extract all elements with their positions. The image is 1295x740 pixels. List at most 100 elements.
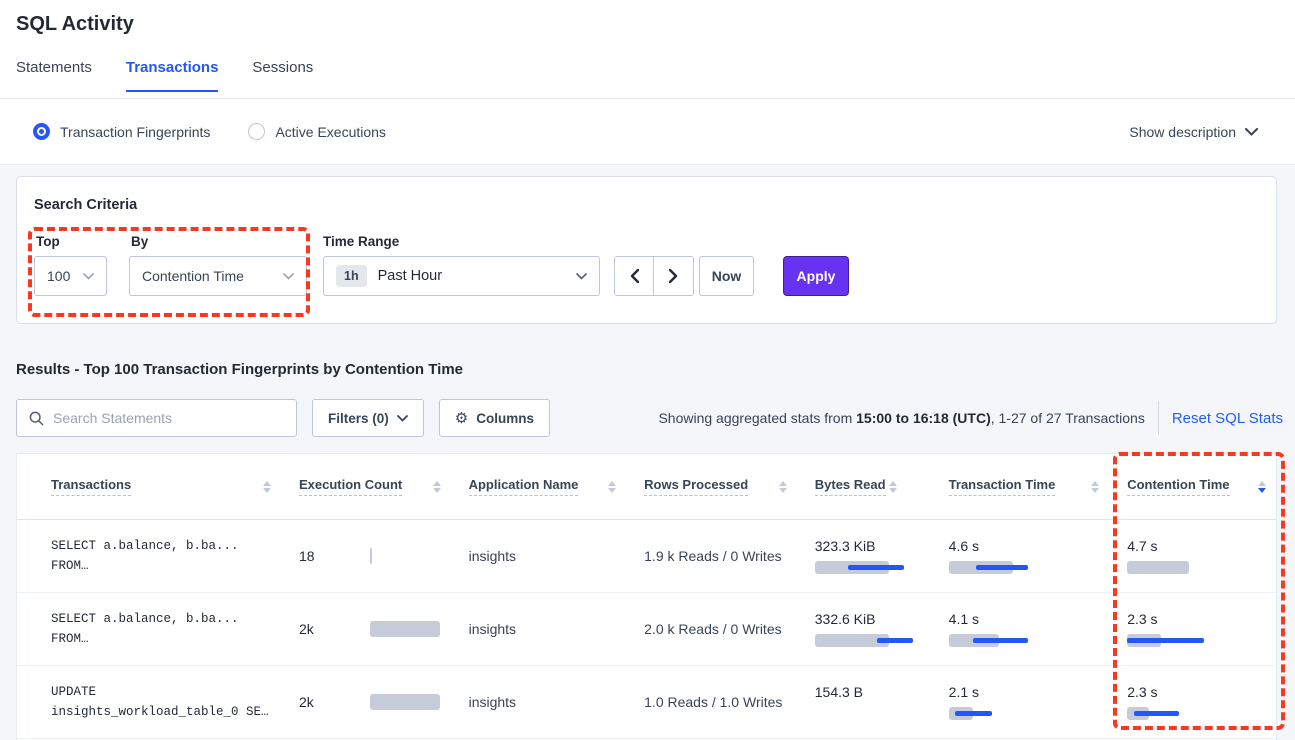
results-toolbar: Filters (0) ⚙ Columns Showing aggregated…	[16, 399, 1283, 437]
transaction-time-bar-chart	[948, 707, 1069, 720]
mean-bar	[814, 634, 889, 647]
rows-processed-cell: 2.0 k Reads / 0 Writes	[644, 621, 782, 637]
sort-icon-descending[interactable]	[1257, 480, 1266, 493]
radio-active-executions[interactable]: Active Executions	[248, 123, 386, 140]
now-button[interactable]: Now	[699, 256, 754, 296]
by-select[interactable]: Contention Time	[129, 256, 307, 296]
search-criteria-card: Search Criteria Top By Time Range 100 Co…	[16, 176, 1277, 324]
tab-transactions[interactable]: Transactions	[125, 59, 219, 92]
aggregated-stats-text: Showing aggregated stats from 15:00 to 1…	[658, 410, 1145, 426]
radio-unselected-icon	[248, 123, 266, 140]
sort-icon[interactable]	[432, 480, 441, 493]
application-name-cell: insights	[468, 621, 517, 637]
sort-icon[interactable]	[888, 480, 897, 493]
by-label: By	[131, 234, 149, 249]
stddev-line	[847, 565, 904, 570]
chevron-down-icon	[83, 272, 94, 280]
contention-time-cell: 4.7 s	[1127, 538, 1276, 574]
columns-button[interactable]: ⚙ Columns	[438, 399, 550, 437]
apply-button[interactable]: Apply	[783, 256, 849, 296]
chevron-right-icon	[669, 269, 678, 283]
transaction-time-cell: 4.1 s	[948, 611, 1128, 647]
view-toggle-bar: Transaction Fingerprints Active Executio…	[0, 99, 1295, 165]
column-header-bytes-read[interactable]: Bytes Read	[814, 477, 949, 496]
chevron-left-icon	[630, 269, 639, 283]
search-statements-input[interactable]	[53, 410, 284, 426]
execution-count-cell: 2k	[299, 621, 469, 637]
column-header-application-name[interactable]: Application Name	[468, 477, 645, 496]
table-row: SELECT a.balance, b.ba... FROM… 18 insig…	[17, 520, 1276, 593]
sort-icon[interactable]	[1091, 480, 1100, 493]
radio-label: Transaction Fingerprints	[60, 123, 211, 140]
contention-time-cell: 2.3 s	[1127, 611, 1276, 647]
transaction-fingerprint-link[interactable]: SELECT a.balance, b.ba... FROM…	[51, 612, 239, 646]
show-description-label: Show description	[1129, 123, 1236, 140]
sort-icon[interactable]	[608, 480, 617, 493]
column-header-transactions[interactable]: Transactions	[51, 477, 299, 496]
filters-label: Filters (0)	[328, 410, 389, 426]
execution-count-bar	[369, 694, 440, 710]
column-header-rows-processed[interactable]: Rows Processed	[644, 477, 815, 496]
top-label: Top	[36, 234, 60, 249]
tab-statements[interactable]: Statements	[16, 59, 92, 76]
rows-processed-cell: 1.9 k Reads / 0 Writes	[644, 548, 782, 564]
table-row: SELECT a.balance, b.ba... FROM… 2k insig…	[17, 593, 1276, 666]
sort-icon[interactable]	[778, 480, 787, 493]
column-header-execution-count[interactable]: Execution Count	[298, 477, 469, 496]
time-range-badge: 1h	[336, 265, 367, 287]
by-select-value: Contention Time	[142, 268, 244, 284]
bytes-read-cell: 332.6 KiB	[814, 611, 949, 647]
rows-processed-cell: 1.0 Reads / 1.0 Writes	[644, 694, 783, 710]
bytes-read-bar-chart	[814, 561, 935, 574]
show-description-toggle[interactable]: Show description	[1129, 124, 1258, 140]
stddev-line	[975, 565, 1028, 570]
columns-label: Columns	[476, 410, 534, 426]
transaction-time-cell: 4.6 s	[948, 538, 1128, 574]
page-title: SQL Activity	[16, 13, 134, 35]
filters-button[interactable]: Filters (0)	[312, 399, 424, 437]
radio-transaction-fingerprints[interactable]: Transaction Fingerprints	[33, 123, 210, 140]
table-header-row: Transactions Execution Count Application…	[17, 454, 1276, 520]
sort-icon[interactable]	[262, 480, 271, 493]
column-header-contention-time[interactable]: Contention Time	[1127, 477, 1276, 496]
top-select[interactable]: 100	[34, 256, 107, 296]
execution-count-bar	[369, 621, 440, 637]
chevron-down-icon	[576, 272, 587, 280]
transaction-time-bar-chart	[948, 634, 1069, 647]
next-time-window-button[interactable]	[654, 257, 693, 295]
transaction-time-bar-chart	[948, 561, 1069, 574]
transactions-table: Transactions Execution Count Application…	[16, 453, 1277, 740]
bytes-read-cell: 323.3 KiB	[814, 538, 949, 574]
execution-count-cell: 18	[299, 548, 469, 564]
tab-sessions[interactable]: Sessions	[252, 59, 314, 76]
chevron-down-icon	[283, 272, 294, 280]
chevron-down-icon	[1245, 127, 1258, 136]
application-name-cell: insights	[468, 694, 517, 710]
transaction-fingerprint-link[interactable]: SELECT a.balance, b.ba... FROM…	[51, 539, 239, 573]
reset-sql-stats-link[interactable]: Reset SQL Stats	[1171, 409, 1283, 427]
application-name-cell: insights	[468, 548, 517, 564]
stddev-line	[972, 638, 1028, 643]
mean-bar	[1127, 561, 1190, 574]
results-heading: Results - Top 100 Transaction Fingerprin…	[16, 361, 464, 378]
transaction-time-cell: 2.1 s	[948, 684, 1128, 720]
transaction-fingerprint-link[interactable]: UPDATE insights_workload_table_0 SE…	[51, 685, 269, 719]
bytes-read-bar-chart	[814, 634, 935, 647]
time-window-stepper	[614, 256, 694, 296]
table-row: UPDATE insights_workload_table_0 SE… 2k …	[17, 666, 1276, 739]
time-range-select[interactable]: 1h Past Hour	[323, 256, 600, 296]
toolbar-divider	[1157, 401, 1159, 435]
search-criteria-heading: Search Criteria	[34, 197, 138, 213]
execution-count-bar	[369, 548, 372, 564]
tab-bar: Statements Transactions Sessions	[16, 59, 313, 92]
radio-selected-icon	[33, 123, 50, 140]
stddev-line	[876, 638, 913, 643]
top-select-value: 100	[47, 268, 71, 284]
stddev-line	[1134, 711, 1180, 716]
time-range-value: Past Hour	[377, 268, 443, 284]
previous-time-window-button[interactable]	[615, 257, 654, 295]
column-header-transaction-time[interactable]: Transaction Time	[948, 477, 1128, 496]
radio-label: Active Executions	[275, 123, 386, 140]
gear-icon: ⚙	[454, 410, 469, 427]
